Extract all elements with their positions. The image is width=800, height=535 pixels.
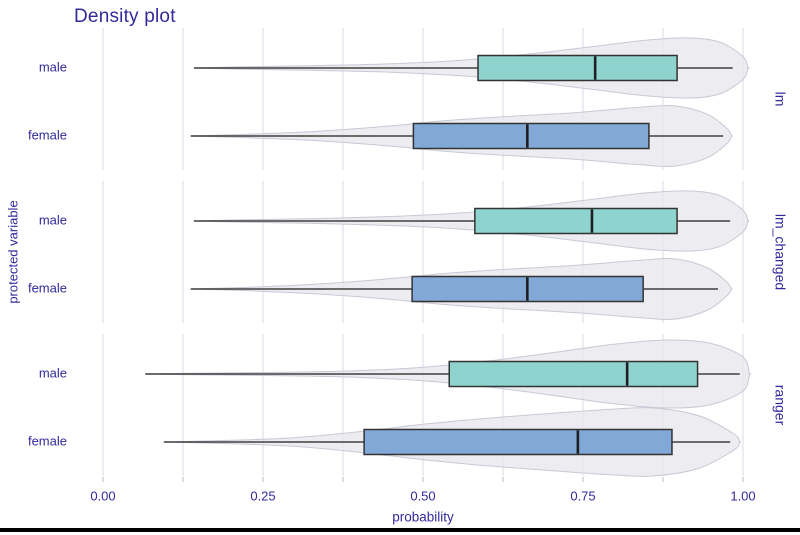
y-category-label-ranger-male: male bbox=[39, 365, 67, 380]
y-category-label-lm_changed-male: male bbox=[39, 212, 67, 227]
y-category-label-lm_changed-female: female bbox=[28, 280, 67, 295]
chart-title: Density plot bbox=[74, 6, 176, 27]
violin-row-lm_changed-female bbox=[190, 257, 733, 321]
box-lm-male bbox=[477, 54, 678, 82]
bottom-bar bbox=[0, 528, 800, 532]
x-axis-title: probability bbox=[392, 510, 454, 525]
y-category-label-lm-female: female bbox=[28, 127, 67, 142]
violin-row-ranger-female bbox=[163, 407, 742, 477]
y-category-label-ranger-female: female bbox=[28, 433, 67, 448]
y-axis-title: protected variable bbox=[5, 200, 20, 303]
violin-row-ranger-male bbox=[145, 339, 751, 409]
violin-row-lm-female bbox=[190, 105, 733, 167]
facet-label-lm_changed: lm_changed bbox=[772, 214, 788, 290]
facet-label-lm: lm bbox=[772, 92, 788, 107]
x-tick-label-0.50: 0.50 bbox=[410, 488, 435, 503]
violin-row-lm_changed-male bbox=[193, 190, 750, 252]
x-tick-label-0.25: 0.25 bbox=[250, 488, 275, 503]
y-category-label-lm-male: male bbox=[39, 59, 67, 74]
violin-row-lm-male bbox=[193, 37, 750, 99]
box-lm_changed-male bbox=[474, 207, 678, 235]
box-ranger-female bbox=[363, 428, 673, 456]
box-lm-female bbox=[412, 122, 650, 150]
x-tick-label-1.00: 1.00 bbox=[730, 488, 755, 503]
x-tick-label-0.00: 0.00 bbox=[90, 488, 115, 503]
facet-label-ranger: ranger bbox=[772, 385, 788, 426]
box-ranger-male bbox=[448, 360, 699, 388]
x-tick-label-0.75: 0.75 bbox=[570, 488, 595, 503]
